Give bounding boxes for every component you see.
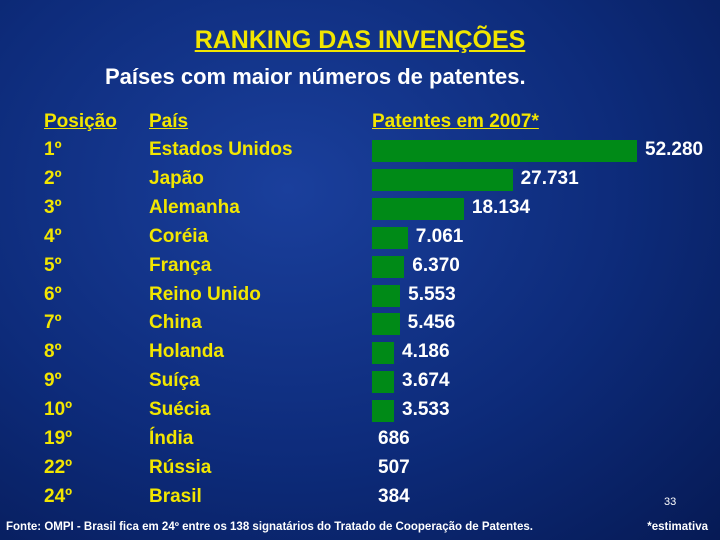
row-country: Brasil	[149, 485, 202, 507]
bar	[372, 313, 400, 336]
row-position: 9º	[44, 370, 62, 392]
bar	[372, 284, 401, 307]
bar-value-label: 686	[378, 428, 410, 449]
row-position: 5º	[44, 254, 62, 276]
row-position: 7º	[44, 312, 62, 334]
bar	[372, 226, 408, 249]
row-country: Estados Unidos	[149, 139, 293, 160]
estimate-note: *estimativa	[647, 521, 708, 533]
row-position: 3º	[44, 196, 62, 218]
row-country: Alemanha	[149, 196, 240, 218]
row-country: Reino Unido	[149, 283, 261, 305]
bar-value-label: 27.731	[520, 167, 579, 189]
row-country: Japão	[149, 167, 204, 189]
row-position: 1º	[44, 139, 62, 160]
row-position: 8º	[44, 341, 62, 363]
row-position: 6º	[44, 283, 62, 305]
bar	[372, 342, 394, 365]
row-position: 22º	[44, 456, 73, 478]
page-title: RANKING DAS INVENÇÕES	[0, 26, 720, 55]
page-subtitle: Países com maior números de patentes.	[105, 64, 526, 89]
bar	[372, 140, 637, 162]
header-position: Posição	[44, 111, 117, 132]
header-patents: Patentes em 2007*	[372, 111, 539, 132]
row-country: Índia	[149, 428, 194, 449]
bar-value-label: 52.280	[645, 139, 704, 160]
bar-value-label: 4.186	[402, 341, 450, 363]
row-country: China	[149, 312, 202, 334]
bar-value-label: 507	[378, 456, 410, 478]
row-position: 19º	[44, 428, 73, 449]
row-country: França	[149, 254, 212, 276]
bar	[372, 371, 394, 394]
bar	[372, 168, 513, 191]
row-country: Coréia	[149, 225, 209, 247]
row-position: 10º	[44, 399, 73, 421]
bar-value-label: 5.553	[408, 283, 456, 305]
bar-value-label: 18.134	[471, 196, 531, 218]
row-position: 4º	[44, 225, 62, 247]
row-country: Suíça	[149, 370, 200, 392]
row-country: Holanda	[149, 341, 224, 363]
bar	[372, 197, 464, 220]
page-number: 33	[664, 496, 677, 508]
row-country: Rússia	[149, 456, 212, 478]
page-title-text: RANKING DAS INVENÇÕES	[194, 26, 526, 54]
row-country: Suécia	[149, 399, 211, 421]
bar-value-label: 5.456	[407, 312, 456, 334]
bar-value-label: 384	[378, 485, 410, 507]
bar-value-label: 3.674	[402, 370, 450, 392]
bar-value-label: 3.533	[402, 399, 450, 421]
row-position: 24º	[44, 485, 73, 507]
bar-value-label: 6.370	[412, 254, 460, 276]
row-position: 2º	[44, 167, 62, 189]
bar-value-label: 7.061	[415, 225, 464, 247]
header-country: País	[149, 111, 189, 132]
bar	[372, 400, 394, 423]
bar	[372, 255, 405, 278]
source-footer: Fonte: OMPI - Brasil fica em 24º entre o…	[6, 521, 533, 533]
